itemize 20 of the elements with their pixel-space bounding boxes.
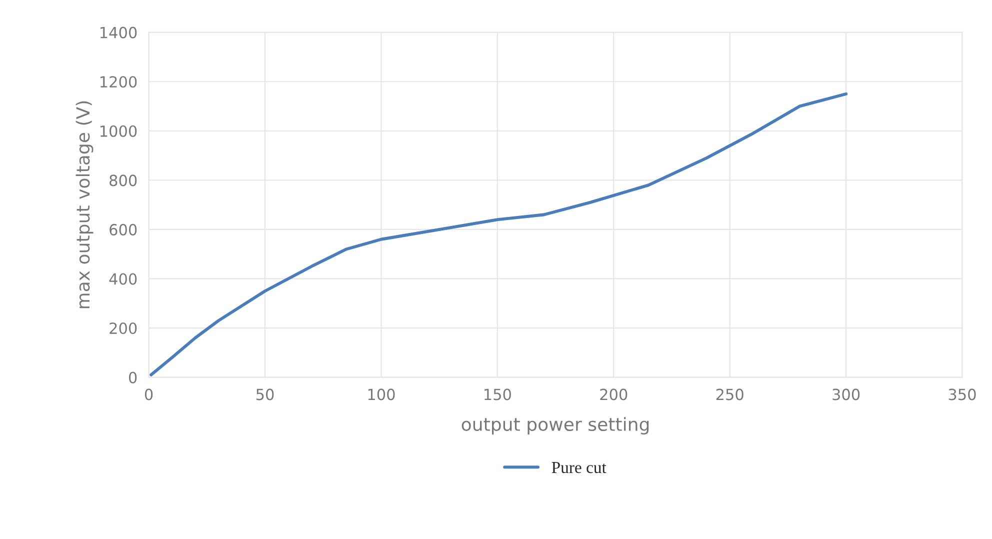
x-axis-title: output power setting xyxy=(462,417,649,435)
x-tick-label: 150 xyxy=(484,388,511,400)
y-tick-label: 800 xyxy=(110,174,137,186)
y-tick-label: 0 xyxy=(128,372,137,384)
legend-label: Pure cut xyxy=(552,462,606,474)
y-tick-label: 1000 xyxy=(100,125,137,137)
y-axis-title: max output voltage (V) xyxy=(76,101,94,308)
x-tick-label: 100 xyxy=(368,388,395,400)
x-tick-label: 50 xyxy=(256,388,274,400)
x-tick-label: 0 xyxy=(144,388,153,400)
y-tick-label: 1200 xyxy=(100,76,137,88)
x-tick-label: 350 xyxy=(948,388,976,400)
y-tick-label: 1400 xyxy=(100,26,137,38)
y-tick-label: 400 xyxy=(109,273,137,285)
y-tick-label: 600 xyxy=(110,224,137,236)
x-tick-label: 300 xyxy=(832,388,860,400)
x-tick-label: 250 xyxy=(716,388,744,400)
x-tick-label: 200 xyxy=(600,388,628,400)
line-series xyxy=(150,92,848,376)
y-tick-label: 200 xyxy=(110,322,137,334)
